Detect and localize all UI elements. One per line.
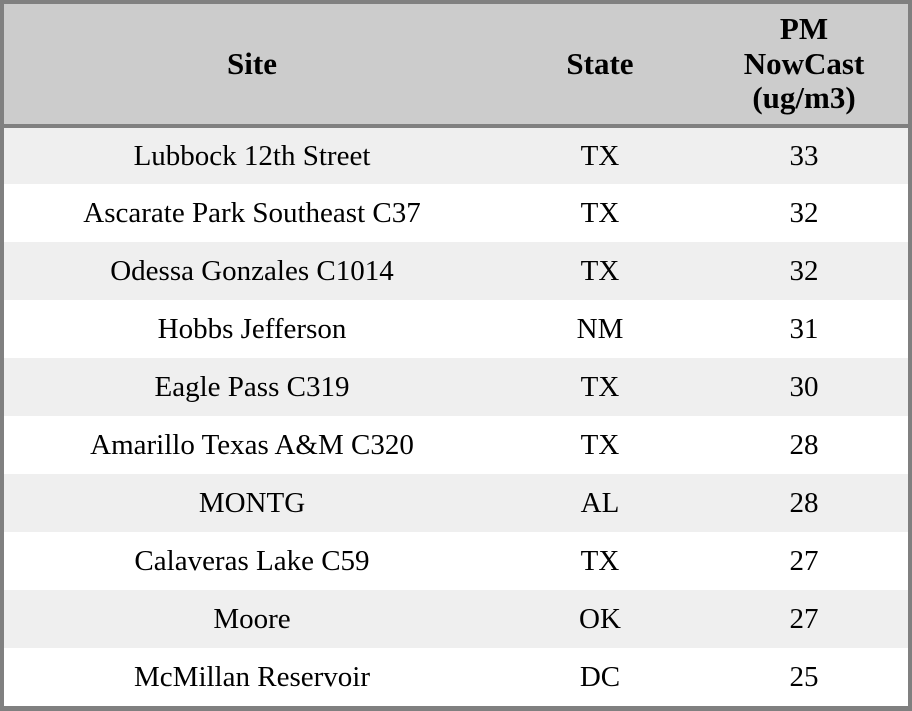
cell-pm-nowcast: 32 <box>789 254 819 287</box>
header-row: Site State PM NowCast (ug/m3) <box>4 4 908 128</box>
column-header-pm-nowcast-line1: PM <box>779 10 829 46</box>
table-row: MONTG AL 28 <box>4 474 908 532</box>
cell-pm-nowcast: 33 <box>789 139 819 172</box>
cell-site: Lubbock 12th Street <box>133 139 371 172</box>
cell-state: AL <box>580 486 620 519</box>
table-row: Moore OK 27 <box>4 590 908 648</box>
table-row: Ascarate Park Southeast C37 TX 32 <box>4 184 908 242</box>
table-header: Site State PM NowCast (ug/m3) <box>4 4 908 128</box>
cell-pm-nowcast: 27 <box>789 544 819 577</box>
cell-site: Ascarate Park Southeast C37 <box>83 196 421 229</box>
cell-state: TX <box>580 544 620 577</box>
column-header-state-label: State <box>566 45 634 81</box>
column-header-pm-nowcast-line3: (ug/m3) <box>752 80 856 116</box>
cell-pm-nowcast: 31 <box>789 312 819 345</box>
cell-state: DC <box>579 660 621 693</box>
table-row: McMillan Reservoir DC 25 <box>4 648 908 706</box>
cell-pm-nowcast: 30 <box>789 370 819 403</box>
cell-state: TX <box>580 428 620 461</box>
cell-state: TX <box>580 139 620 172</box>
cell-pm-nowcast: 28 <box>789 428 819 461</box>
cell-site: Moore <box>213 602 291 635</box>
table-row: Calaveras Lake C59 TX 27 <box>4 532 908 590</box>
column-header-site-label: Site <box>227 45 277 81</box>
cell-site: McMillan Reservoir <box>134 660 370 693</box>
table-row: Odessa Gonzales C1014 TX 32 <box>4 242 908 300</box>
cell-state: TX <box>580 370 620 403</box>
column-header-pm-nowcast-line2: NowCast <box>743 45 865 81</box>
cell-state: TX <box>580 196 620 229</box>
table-row: Amarillo Texas A&M C320 TX 28 <box>4 416 908 474</box>
column-header-state: State <box>500 4 700 128</box>
table-row: Hobbs Jefferson NM 31 <box>4 300 908 358</box>
cell-pm-nowcast: 25 <box>789 660 819 693</box>
cell-state: NM <box>576 312 624 345</box>
cell-site: Calaveras Lake C59 <box>134 544 370 577</box>
column-header-site: Site <box>4 4 500 128</box>
table-body: Lubbock 12th Street TX 33 Ascarate Park … <box>4 126 908 706</box>
cell-site: Amarillo Texas A&M C320 <box>90 428 414 461</box>
air-quality-table: Site State PM NowCast (ug/m3) Lubbock 12… <box>4 4 908 706</box>
cell-site: Odessa Gonzales C1014 <box>110 254 394 287</box>
cell-state: TX <box>580 254 620 287</box>
cell-site: Eagle Pass C319 <box>154 370 350 403</box>
cell-site: Hobbs Jefferson <box>157 312 347 345</box>
table-row: Lubbock 12th Street TX 33 <box>4 126 908 184</box>
cell-state: OK <box>579 602 621 635</box>
column-header-pm-nowcast: PM NowCast (ug/m3) <box>700 4 908 128</box>
table-row: Eagle Pass C319 TX 30 <box>4 358 908 416</box>
cell-pm-nowcast: 27 <box>789 602 819 635</box>
cell-site: MONTG <box>198 486 306 519</box>
cell-pm-nowcast: 28 <box>789 486 819 519</box>
cell-pm-nowcast: 32 <box>789 196 819 229</box>
